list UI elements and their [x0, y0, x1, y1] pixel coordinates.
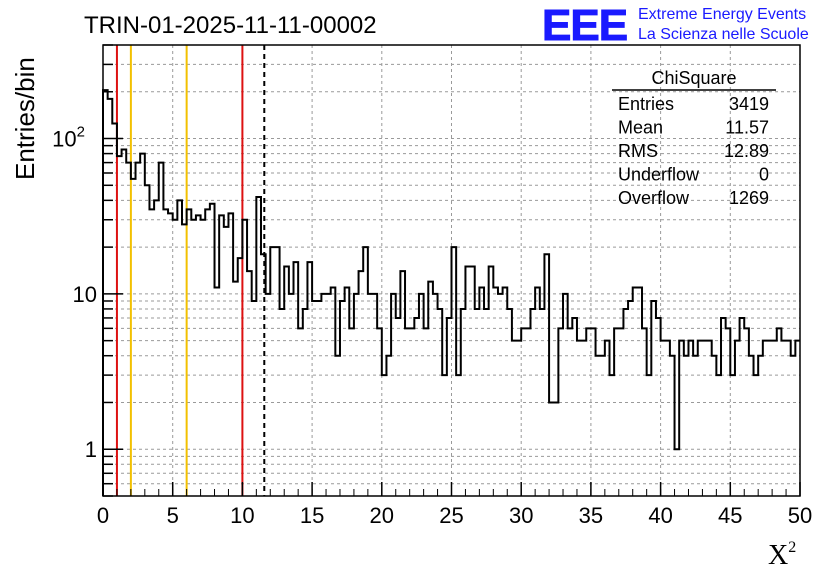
y-tick-label: 102: [52, 124, 85, 152]
stats-row-label: Underflow: [618, 165, 700, 185]
eee-logo: EEE Extreme Energy Events La Scienza nel…: [542, 1, 809, 51]
stats-row-label: RMS: [618, 141, 658, 161]
stats-box: ChiSquare Entries 3419 Mean 11.57 RMS 12.89 Un…: [612, 68, 776, 208]
y-tick-label: 1: [85, 437, 97, 462]
stats-row-value: 0: [759, 165, 769, 185]
y-tick-label: 10: [73, 282, 97, 307]
x-tick-label: 45: [718, 503, 742, 528]
x-tick-label: 35: [579, 503, 603, 528]
chart-title: TRIN-01-2025-11-11-00002: [84, 12, 377, 39]
stats-row-label: Overflow: [618, 188, 690, 208]
eee-logo-line1: Extreme Energy Events: [638, 6, 806, 23]
x-tick-label: 5: [167, 503, 179, 528]
x-tick-label: 25: [439, 503, 463, 528]
reference-lines: [115, 45, 266, 496]
eee-logo-line2: La Scienza nelle Scuole: [638, 26, 809, 43]
stats-row-value: 12.89: [724, 141, 769, 161]
x-tick-label: 20: [370, 503, 394, 528]
x-axis-label-sup: 2: [788, 539, 796, 556]
y-axis-label: Entries/bin: [10, 57, 40, 180]
histogram-series: [102, 89, 800, 496]
x-axis-label-base: X: [768, 540, 788, 571]
stats-row-value: 1269: [729, 188, 769, 208]
x-axis-label: X2: [768, 539, 796, 571]
x-tick-label: 30: [509, 503, 533, 528]
stats-row-value: 3419: [729, 94, 769, 114]
stats-title: ChiSquare: [651, 68, 736, 88]
x-tick-label: 40: [648, 503, 672, 528]
axes: 0 5 10 15 20 25 30 35 40 45 50 1 10 102: [52, 44, 812, 528]
stats-row-label: Mean: [618, 118, 663, 138]
stats-row-label: Entries: [618, 94, 674, 114]
x-tick-label: 50: [788, 503, 812, 528]
x-tick-label: 10: [230, 503, 254, 528]
x-tick-label: 0: [97, 503, 109, 528]
stats-row-value: 11.57: [725, 118, 769, 138]
x-tick-label: 15: [300, 503, 324, 528]
eee-logo-text: EEE: [542, 1, 627, 50]
